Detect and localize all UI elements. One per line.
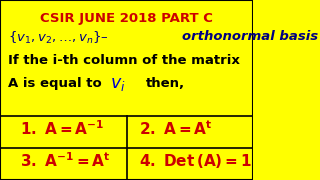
Text: orthonormal basis: orthonormal basis [182,30,318,43]
Text: CSIR JUNE 2018 PART C: CSIR JUNE 2018 PART C [40,12,213,25]
Text: $\mathbf{2.\ A{=}A^{t}}$: $\mathbf{2.\ A{=}A^{t}}$ [139,119,213,138]
Text: $\mathbf{3.\ A^{-1}{=}A^{t}}$: $\mathbf{3.\ A^{-1}{=}A^{t}}$ [20,152,111,170]
Text: A is equal to: A is equal to [8,76,101,89]
Text: $\mathbf{4.\ Det\,(A){=}1}$: $\mathbf{4.\ Det\,(A){=}1}$ [139,152,252,170]
Text: If the i-th column of the matrix: If the i-th column of the matrix [8,54,239,67]
Text: then,: then, [146,76,185,89]
Text: $\mathit{v}_i$: $\mathit{v}_i$ [110,75,126,93]
Text: $\{v_1, v_2,\ldots, v_n\}$–: $\{v_1, v_2,\ldots, v_n\}$– [8,30,108,46]
Text: $\mathbf{1.\ A{=}A^{-1}}$: $\mathbf{1.\ A{=}A^{-1}}$ [20,119,105,138]
